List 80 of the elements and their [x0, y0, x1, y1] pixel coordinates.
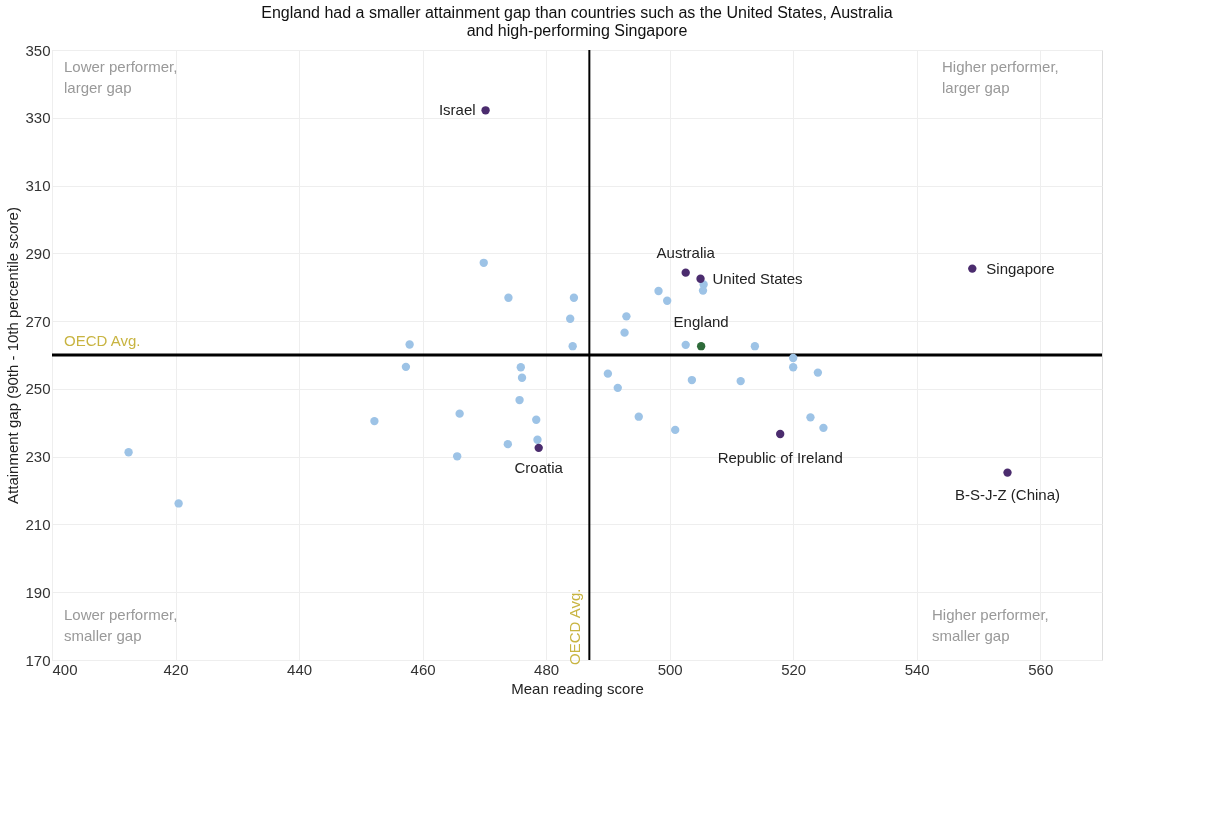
x-tick-label: 500 [657, 660, 683, 678]
x-tick-label: 540 [904, 660, 930, 678]
annotation: Lower performer, larger gap [64, 58, 178, 96]
point [516, 363, 525, 372]
annotation: Australia [656, 243, 716, 261]
point [517, 373, 527, 382]
point [654, 286, 663, 296]
y-tick-label: 270 [25, 312, 51, 330]
x-tick-label: 480 [534, 660, 560, 678]
y-tick-label: 190 [25, 583, 51, 601]
y-axis-title: Attainment gap (90th - 10th percentile score) [4, 207, 22, 504]
point [806, 413, 815, 422]
point [671, 425, 680, 435]
point [603, 369, 613, 378]
annotation: Higher performer, smaller gap [932, 606, 1049, 644]
y-tick-label: 230 [25, 448, 51, 466]
point [634, 412, 643, 421]
x-tick-label: 400 [52, 660, 78, 678]
x-tick-label: 560 [1028, 660, 1054, 678]
annotation: Croatia [514, 458, 564, 476]
y-tick-label: 290 [25, 244, 51, 262]
x-tick-label: 420 [163, 660, 189, 678]
point [687, 375, 697, 385]
point [813, 368, 823, 377]
y-tick-label: 330 [25, 109, 51, 127]
ref-line-label: OECD Avg. [566, 588, 584, 665]
annotation: Lower performer, smaller gap [64, 606, 178, 644]
point [613, 383, 622, 393]
point [566, 314, 575, 323]
point [533, 435, 542, 444]
x-tick-label: 440 [287, 660, 313, 678]
point [696, 274, 705, 283]
point [788, 353, 798, 363]
point [622, 312, 631, 321]
point [532, 415, 541, 424]
point [968, 264, 977, 273]
ref-line-label: OECD Avg. [64, 332, 141, 349]
chart-title: England had a smaller attainment gap than countries such as the United States, Australia and high-performing Singapore [261, 4, 893, 39]
point [662, 296, 672, 305]
y-tick-label: 250 [25, 380, 51, 398]
point [452, 452, 462, 461]
x-axis-title: Mean reading score [511, 679, 644, 697]
x-tick-label: 520 [781, 660, 807, 678]
point [455, 409, 464, 418]
point [503, 439, 513, 449]
point [405, 340, 414, 349]
point [174, 499, 183, 508]
point [370, 416, 379, 426]
point [750, 342, 760, 351]
point [481, 106, 490, 115]
point [504, 293, 513, 302]
point [568, 342, 577, 351]
point [479, 258, 488, 267]
point [681, 268, 690, 277]
point [569, 293, 579, 302]
point [401, 362, 411, 372]
y-tick-label: 170 [25, 651, 51, 669]
point [696, 342, 706, 351]
point [776, 429, 785, 439]
y-tick-label: 350 [25, 41, 51, 59]
annotation: B-S-J-Z (China) [954, 485, 1061, 503]
point [534, 443, 543, 453]
point [515, 395, 524, 405]
y-tick-label: 310 [25, 177, 51, 195]
point [736, 376, 745, 386]
point [124, 448, 133, 457]
annotation: England [673, 313, 729, 331]
annotation: Higher performer, larger gap [942, 58, 1059, 96]
x-tick-label: 460 [410, 660, 436, 678]
annotation: Singapore [986, 259, 1055, 277]
annotation: United States [712, 269, 803, 287]
point [1003, 468, 1012, 477]
point [819, 423, 828, 433]
y-tick-label: 210 [25, 515, 51, 533]
point [698, 286, 708, 295]
annotation: Republic of Ireland [717, 448, 843, 466]
point [620, 328, 629, 337]
point [788, 363, 798, 372]
annotation: Israel [438, 101, 476, 119]
point [681, 340, 690, 350]
